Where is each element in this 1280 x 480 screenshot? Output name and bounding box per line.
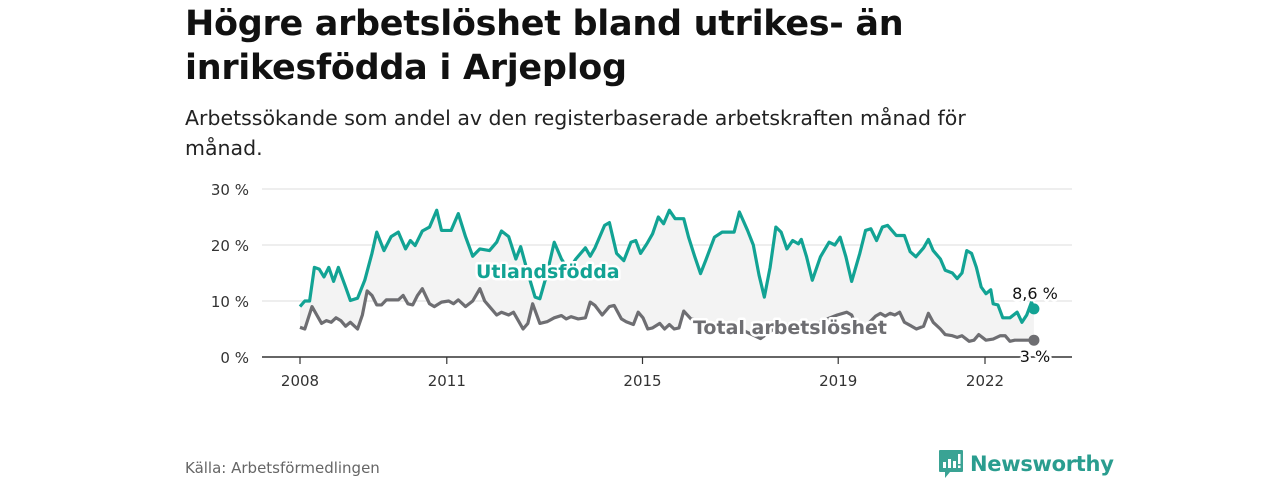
y-tick-label: 10 % xyxy=(211,293,249,311)
y-tick-label: 30 % xyxy=(211,181,249,199)
foreign-born-end-point xyxy=(1028,303,1040,315)
tick-labels: 0 % 10 % 20 % 30 % 2008 2011 2015 2019 2022 xyxy=(211,181,1004,390)
foreign-born-line xyxy=(298,208,1036,324)
x-tick-label: 2011 xyxy=(428,372,466,390)
x-tick-label: 2022 xyxy=(966,372,1004,390)
chart-subtitle: Arbetssökande som andel av den registerb… xyxy=(185,106,966,160)
y-tick-label: 0 % xyxy=(220,349,249,367)
series-lines: Utlandsfödda Total arbetslöshet 8,6 % 3 % xyxy=(298,208,1060,369)
newsworthy-logo[interactable]: Newsworthy xyxy=(938,449,1114,479)
chart-title: Högre arbetslöshet bland utrikes- än inr… xyxy=(185,4,904,88)
end-value-label-foreign: 8,6 % xyxy=(1012,284,1058,303)
total-unemployment-end-point xyxy=(1028,334,1040,346)
series-label-utlandsfodda: Utlandsfödda xyxy=(476,261,620,283)
brand-name: Newsworthy xyxy=(970,452,1114,476)
bar-chart-logo-icon xyxy=(939,450,963,478)
total-unemployment-line xyxy=(299,287,1034,343)
band-between-series xyxy=(300,210,1034,342)
x-tick-label: 2015 xyxy=(623,372,661,390)
x-tick-label: 2019 xyxy=(819,372,857,390)
y-tick-label: 20 % xyxy=(211,237,249,255)
end-value-label-total: 3 % xyxy=(1020,347,1050,366)
x-tick-label: 2008 xyxy=(281,372,319,390)
series-label-total: Total arbetslöshet xyxy=(693,317,887,339)
source-note: Källa: Arbetsförmedlingen xyxy=(185,459,380,477)
